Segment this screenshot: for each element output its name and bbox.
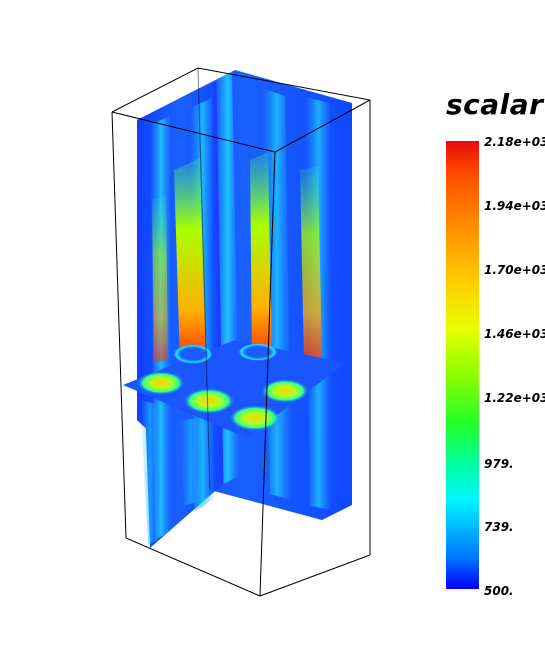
- colorbar-tick-label: 1.22e+03: [484, 391, 545, 405]
- colorbar-tick-label: 979.: [484, 457, 514, 471]
- bounding-box: [111, 67, 371, 597]
- colorbar: [446, 141, 479, 589]
- colorbar-tick-label: 500.: [484, 584, 514, 598]
- legend-title: scalar: [446, 88, 544, 121]
- horizontal-slice: [123, 340, 345, 438]
- colorbar-tick-label: 1.70e+03: [484, 263, 545, 277]
- colorbar-tick-label: 2.18e+03: [484, 135, 545, 149]
- colorbar-tick-label: 739.: [484, 520, 514, 534]
- vertical-slice-front: [137, 82, 222, 548]
- colorbar-tick-label: 1.46e+03: [484, 327, 545, 341]
- colorbar-tick-label: 1.94e+03: [484, 199, 545, 213]
